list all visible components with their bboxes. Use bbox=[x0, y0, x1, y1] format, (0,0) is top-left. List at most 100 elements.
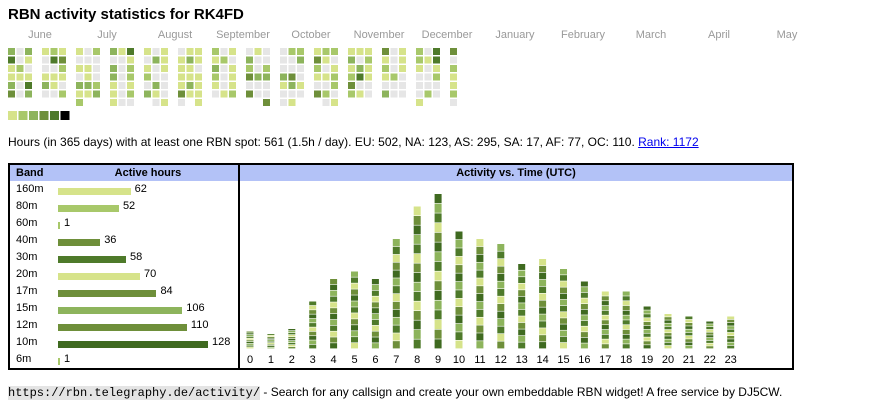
heatmap-cell[interactable] bbox=[382, 82, 389, 89]
heatmap-cell[interactable] bbox=[195, 99, 202, 106]
heatmap-cell[interactable] bbox=[76, 73, 83, 81]
heatmap-cell[interactable] bbox=[433, 82, 440, 89]
heatmap-cell[interactable] bbox=[42, 73, 49, 81]
heatmap-cell[interactable] bbox=[178, 56, 185, 64]
heatmap-cell[interactable] bbox=[110, 90, 117, 98]
heatmap-cell[interactable] bbox=[144, 90, 151, 98]
heatmap-cell[interactable] bbox=[118, 56, 126, 64]
heatmap-cell[interactable] bbox=[59, 65, 66, 72]
heatmap-cell[interactable] bbox=[220, 90, 228, 98]
heatmap-cell[interactable] bbox=[152, 73, 160, 81]
heatmap-cell[interactable] bbox=[59, 90, 66, 98]
heatmap-cell[interactable] bbox=[424, 90, 432, 98]
heatmap-cell[interactable] bbox=[212, 65, 219, 72]
heatmap-cell[interactable] bbox=[382, 48, 389, 55]
heatmap-cell[interactable] bbox=[322, 73, 330, 81]
heatmap-cell[interactable] bbox=[76, 82, 83, 89]
heatmap-cell[interactable] bbox=[195, 82, 202, 89]
heatmap-cell[interactable] bbox=[25, 90, 32, 98]
heatmap-cell[interactable] bbox=[288, 99, 296, 106]
heatmap-cell[interactable] bbox=[8, 73, 15, 81]
heatmap-cell[interactable] bbox=[110, 56, 117, 64]
heatmap-cell[interactable] bbox=[263, 73, 270, 81]
heatmap-cell[interactable] bbox=[399, 56, 406, 64]
heatmap-cell[interactable] bbox=[263, 90, 270, 98]
heatmap-cell[interactable] bbox=[399, 65, 406, 72]
heatmap-cell[interactable] bbox=[152, 65, 160, 72]
heatmap-cell[interactable] bbox=[84, 90, 92, 98]
heatmap-cell[interactable] bbox=[424, 56, 432, 64]
heatmap-cell[interactable] bbox=[220, 56, 228, 64]
heatmap-cell[interactable] bbox=[76, 65, 83, 72]
heatmap-cell[interactable] bbox=[348, 82, 355, 89]
heatmap-cell[interactable] bbox=[450, 73, 457, 81]
heatmap-cell[interactable] bbox=[297, 48, 304, 55]
heatmap-cell[interactable] bbox=[152, 56, 160, 64]
heatmap-cell[interactable] bbox=[254, 73, 262, 81]
heatmap-cell[interactable] bbox=[220, 73, 228, 81]
heatmap-cell[interactable] bbox=[118, 73, 126, 81]
heatmap-cell[interactable] bbox=[178, 65, 185, 72]
heatmap-cell[interactable] bbox=[399, 73, 406, 81]
heatmap-cell[interactable] bbox=[84, 56, 92, 64]
heatmap-cell[interactable] bbox=[161, 48, 168, 55]
heatmap-cell[interactable] bbox=[59, 48, 66, 55]
heatmap-cell[interactable] bbox=[76, 99, 83, 106]
heatmap-cell[interactable] bbox=[229, 82, 236, 89]
heatmap-cell[interactable] bbox=[127, 48, 134, 55]
heatmap-cell[interactable] bbox=[84, 48, 92, 55]
heatmap-cell[interactable] bbox=[178, 90, 185, 98]
heatmap-cell[interactable] bbox=[424, 82, 432, 89]
heatmap-cell[interactable] bbox=[195, 73, 202, 81]
heatmap-cell[interactable] bbox=[322, 48, 330, 55]
heatmap-cell[interactable] bbox=[93, 73, 100, 81]
heatmap-cell[interactable] bbox=[433, 48, 440, 55]
heatmap-cell[interactable] bbox=[178, 73, 185, 81]
heatmap-cell[interactable] bbox=[25, 73, 32, 81]
heatmap-cell[interactable] bbox=[118, 65, 126, 72]
heatmap-cell[interactable] bbox=[424, 48, 432, 55]
heatmap-cell[interactable] bbox=[16, 73, 24, 81]
heatmap-cell[interactable] bbox=[331, 56, 338, 64]
heatmap-cell[interactable] bbox=[212, 56, 219, 64]
heatmap-cell[interactable] bbox=[288, 90, 296, 98]
heatmap-cell[interactable] bbox=[263, 82, 270, 89]
heatmap-cell[interactable] bbox=[450, 56, 457, 64]
heatmap-cell[interactable] bbox=[50, 82, 58, 89]
heatmap-cell[interactable] bbox=[356, 90, 364, 98]
heatmap-cell[interactable] bbox=[288, 65, 296, 72]
heatmap-cell[interactable] bbox=[331, 82, 338, 89]
heatmap-cell[interactable] bbox=[220, 82, 228, 89]
heatmap-cell[interactable] bbox=[348, 56, 355, 64]
heatmap-cell[interactable] bbox=[186, 65, 194, 72]
heatmap-cell[interactable] bbox=[297, 82, 304, 89]
heatmap-cell[interactable] bbox=[322, 99, 330, 106]
heatmap-cell[interactable] bbox=[399, 48, 406, 55]
heatmap-cell[interactable] bbox=[161, 73, 168, 81]
heatmap-cell[interactable] bbox=[50, 56, 58, 64]
heatmap-cell[interactable] bbox=[178, 82, 185, 89]
heatmap-cell[interactable] bbox=[110, 73, 117, 81]
heatmap-cell[interactable] bbox=[161, 65, 168, 72]
heatmap-cell[interactable] bbox=[93, 90, 100, 98]
heatmap-cell[interactable] bbox=[42, 48, 49, 55]
heatmap-cell[interactable] bbox=[246, 48, 253, 55]
heatmap-cell[interactable] bbox=[229, 73, 236, 81]
heatmap-cell[interactable] bbox=[356, 65, 364, 72]
heatmap-cell[interactable] bbox=[297, 90, 304, 98]
heatmap-cell[interactable] bbox=[314, 90, 321, 98]
heatmap-cell[interactable] bbox=[280, 82, 287, 89]
heatmap-cell[interactable] bbox=[390, 56, 398, 64]
heatmap-cell[interactable] bbox=[195, 48, 202, 55]
heatmap-cell[interactable] bbox=[42, 82, 49, 89]
heatmap-cell[interactable] bbox=[424, 65, 432, 72]
heatmap-cell[interactable] bbox=[42, 90, 49, 98]
footer-url[interactable]: https://rbn.telegraphy.de/activity/ bbox=[8, 386, 261, 400]
heatmap-cell[interactable] bbox=[382, 73, 389, 81]
heatmap-cell[interactable] bbox=[59, 56, 66, 64]
heatmap-cell[interactable] bbox=[390, 48, 398, 55]
heatmap-cell[interactable] bbox=[144, 48, 151, 55]
heatmap-cell[interactable] bbox=[356, 56, 364, 64]
heatmap-cell[interactable] bbox=[110, 99, 117, 106]
heatmap-cell[interactable] bbox=[390, 73, 398, 81]
